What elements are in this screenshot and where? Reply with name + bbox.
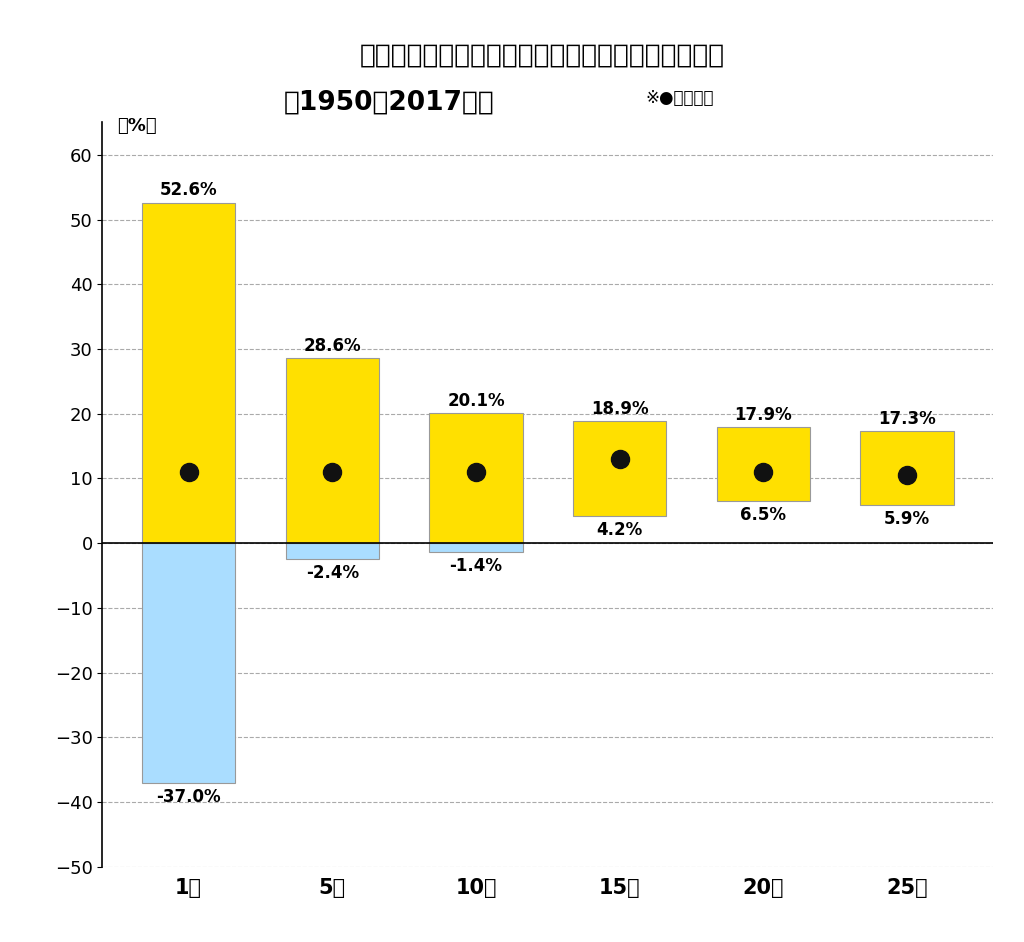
Text: 52.6%: 52.6%	[160, 182, 217, 200]
Text: 18.9%: 18.9%	[591, 399, 648, 417]
Text: 株式投資の運用期間と年平均リターンの検証データ: 株式投資の運用期間と年平均リターンの検証データ	[360, 42, 725, 69]
Text: 4.2%: 4.2%	[597, 521, 643, 539]
Bar	[860, 431, 953, 505]
Text: 5.9%: 5.9%	[884, 510, 930, 528]
Bar	[142, 544, 236, 783]
Bar	[286, 358, 379, 544]
Bar	[717, 428, 810, 501]
Text: -2.4%: -2.4%	[306, 564, 358, 582]
Text: （1950〜2017年）: （1950〜2017年）	[284, 89, 495, 116]
Text: （%）: （%）	[117, 118, 157, 136]
Bar	[429, 413, 522, 544]
Text: -1.4%: -1.4%	[450, 558, 503, 576]
Text: 20.1%: 20.1%	[447, 392, 505, 410]
Bar	[142, 203, 236, 544]
Text: ※●は平均値: ※●は平均値	[645, 89, 714, 107]
Bar	[286, 544, 379, 559]
Text: 28.6%: 28.6%	[303, 337, 361, 355]
Bar	[573, 421, 667, 516]
Text: 17.9%: 17.9%	[734, 406, 793, 424]
Text: 17.3%: 17.3%	[879, 410, 936, 428]
Bar	[429, 544, 522, 552]
Text: -37.0%: -37.0%	[157, 788, 221, 805]
Text: 6.5%: 6.5%	[740, 506, 786, 524]
